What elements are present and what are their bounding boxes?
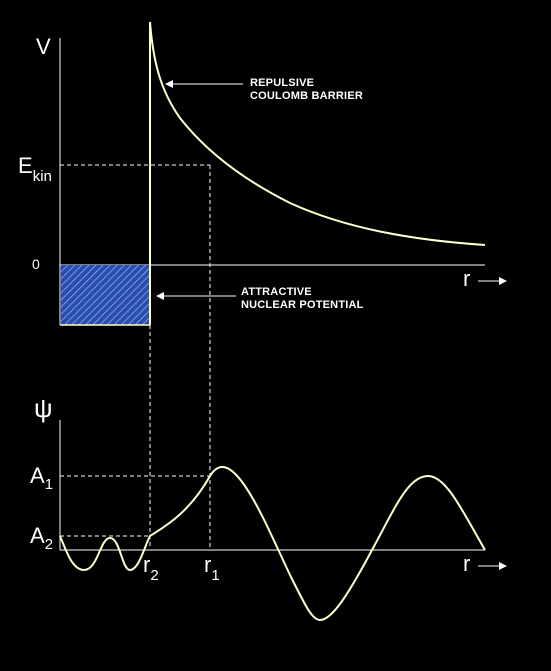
well-note-line-2: NUCLEAR POTENTIAL (241, 299, 364, 312)
ekin-letter: E (18, 153, 33, 178)
r1-label: r1 (204, 554, 220, 576)
a1-label: A1 (30, 465, 53, 487)
nuclear-well (61, 265, 150, 325)
coulomb-barrier-curve (150, 22, 485, 245)
ekin-label: Ekin (18, 155, 52, 177)
r-label-top: r (463, 268, 470, 290)
r2-label: r2 (143, 554, 159, 576)
zero-label: 0 (32, 257, 40, 271)
ekin-subscript: kin (33, 168, 52, 185)
a1-letter: A (30, 463, 45, 488)
a2-label: A2 (30, 525, 53, 547)
barrier-note: REPULSIVE COULOMB BARRIER (250, 77, 363, 103)
psi-axis-label: ψ (34, 395, 53, 421)
r1-subscript: 1 (211, 567, 219, 584)
wave-function-curve (60, 467, 485, 620)
r2-subscript: 2 (150, 567, 158, 584)
a2-subscript: 2 (45, 536, 53, 553)
well-note-line-1: ATTRACTIVE (241, 286, 364, 299)
a2-letter: A (30, 523, 45, 548)
r-label-bottom: r (463, 553, 470, 575)
barrier-note-line-1: REPULSIVE (250, 77, 363, 90)
v-axis-label: V (36, 36, 51, 58)
well-note: ATTRACTIVE NUCLEAR POTENTIAL (241, 286, 364, 312)
barrier-note-line-2: COULOMB BARRIER (250, 90, 363, 103)
a1-subscript: 1 (45, 476, 53, 493)
